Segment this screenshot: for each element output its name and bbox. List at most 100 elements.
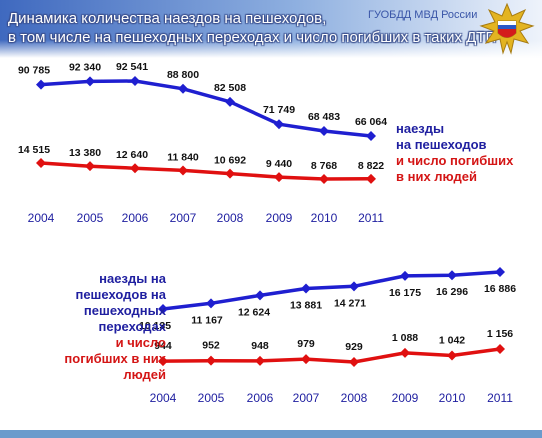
data-label: 12 624: [238, 306, 270, 318]
data-point-marker: [366, 131, 376, 141]
data-point-marker: [178, 165, 188, 176]
data-point-marker: [158, 356, 168, 367]
data-point-marker: [255, 355, 265, 366]
legend-top-red-line-2: в них людей: [396, 169, 477, 184]
x-tick-label: 2005: [77, 211, 104, 225]
x-tick-label: 2006: [122, 211, 149, 225]
data-point-marker: [158, 304, 168, 314]
legend-bottom: наезды на пешеходов на пешеходных перехо…: [40, 271, 166, 383]
data-point-marker: [130, 163, 140, 174]
data-point-marker: [274, 172, 284, 183]
series-line-red: [161, 347, 502, 364]
data-label: 82 508: [214, 82, 246, 94]
legend-top-red-line-1: и число погибших: [396, 153, 514, 168]
data-label: 979: [297, 338, 315, 350]
data-point-marker: [301, 283, 311, 294]
data-point-marker: [274, 119, 284, 130]
x-tick-label: 2007: [293, 391, 320, 405]
data-point-marker: [206, 298, 216, 309]
data-point-marker: [447, 350, 457, 361]
data-point-marker: [495, 267, 505, 277]
legend-bottom-red-line-2: погибших в них: [64, 351, 166, 366]
legend-bottom-blue-line-1: наезды на: [99, 271, 166, 286]
data-label: 14 515: [18, 144, 50, 156]
data-label: 14 271: [334, 297, 366, 309]
data-label: 952: [202, 340, 220, 352]
x-tick-label: 2004: [150, 391, 177, 405]
data-point-marker: [206, 355, 216, 366]
legend-top-blue-line-2: на пешеходов: [396, 137, 487, 152]
data-point-marker: [225, 168, 235, 179]
data-label: 1 088: [392, 332, 418, 344]
legend-top-blue-line-1: наезды: [396, 121, 445, 136]
data-label: 90 785: [18, 65, 50, 77]
legend-bottom-blue-line-2: пешеходов на: [75, 287, 166, 302]
x-tick-label: 2004: [28, 211, 55, 225]
data-point-marker: [349, 357, 359, 367]
data-point-marker: [301, 354, 311, 365]
data-label: 68 483: [308, 111, 340, 123]
data-label: 9 440: [266, 158, 292, 170]
x-tick-label: 2011: [358, 211, 384, 225]
x-tick-label: 2008: [341, 391, 368, 405]
data-point-marker: [130, 76, 140, 86]
data-point-marker: [400, 270, 410, 281]
data-point-marker: [366, 173, 376, 184]
data-label: 8 768: [311, 160, 337, 172]
data-label: 1 042: [439, 335, 465, 347]
data-point-marker: [319, 125, 329, 136]
chart-2: 2004 2005 2006 2007 2008 2009 2010 2011 10 135 11…: [139, 267, 516, 405]
data-point-marker: [36, 158, 46, 168]
police-emblem-logo: [479, 2, 535, 55]
x-tick-label: 2006: [247, 391, 274, 405]
data-label: 16 175: [389, 287, 421, 299]
data-point-marker: [36, 79, 46, 90]
series-line-blue: [161, 270, 502, 311]
data-label: 13 881: [290, 299, 322, 311]
data-label: 92 340: [69, 61, 101, 73]
data-point-marker: [85, 161, 95, 172]
x-tick-label: 2009: [392, 391, 419, 405]
legend-bottom-red-line-3: людей: [123, 367, 166, 382]
data-label: 11 840: [167, 151, 199, 163]
data-label: 8 822: [358, 160, 384, 172]
data-point-marker: [400, 347, 410, 358]
legend-top: наезды на пешеходов и число погибших в н…: [396, 121, 513, 185]
data-point-marker: [85, 76, 95, 87]
data-point-marker: [349, 281, 359, 292]
data-label: 13 380: [69, 147, 101, 159]
data-label: 948: [251, 340, 269, 352]
data-point-marker: [447, 270, 457, 281]
x-tick-label: 2011: [487, 391, 513, 405]
data-point-marker: [319, 174, 329, 184]
data-label: 11 167: [191, 314, 223, 326]
x-tick-label: 2008: [217, 211, 244, 225]
data-label: 16 296: [436, 286, 468, 298]
series-line-red: [39, 161, 373, 181]
data-point-marker: [255, 290, 265, 301]
data-label: 12 640: [116, 149, 148, 161]
x-tick-label: 2009: [266, 211, 293, 225]
data-label: 929: [345, 341, 363, 353]
chart-1: 2004 2005 2006 2007 2008 2009 2010 2011 90 785 92…: [18, 61, 387, 225]
organization-name: ГУОБДД МВД России: [368, 9, 478, 21]
data-label: 10 135: [139, 320, 171, 332]
data-point-marker: [178, 83, 188, 94]
data-label: 1 156: [487, 328, 513, 340]
x-tick-label: 2010: [439, 391, 466, 405]
data-label: 16 886: [484, 283, 516, 295]
data-point-marker: [495, 344, 505, 354]
legend-bottom-red-line-1: и число: [115, 335, 166, 350]
data-label: 92 541: [116, 61, 148, 73]
legend-bottom-blue-line-4: переходах: [98, 319, 166, 334]
data-label: 10 692: [214, 155, 246, 167]
footer-bar: [0, 430, 542, 438]
x-tick-label: 2007: [170, 211, 197, 225]
chart-title-line-1: Динамика количества наездов на пешеходов…: [8, 10, 327, 27]
legend-bottom-blue-line-3: пешеходных: [83, 303, 166, 318]
chart-title-line-2: в том числе на пешеходных переходах и чи…: [8, 29, 497, 46]
x-tick-label: 2010: [311, 211, 338, 225]
data-label: 71 749: [263, 104, 295, 116]
